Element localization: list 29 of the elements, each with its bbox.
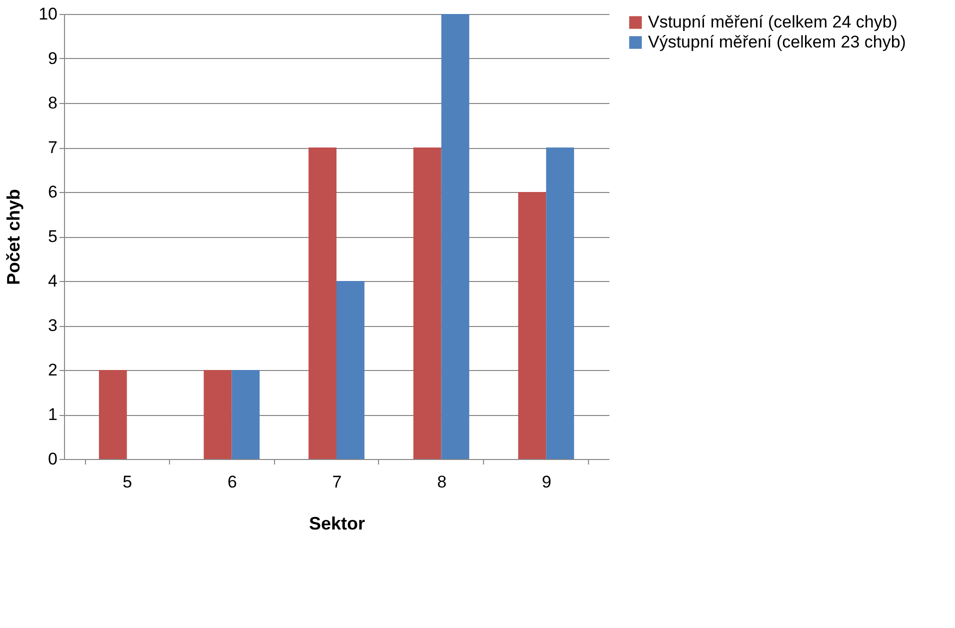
- bar: [308, 148, 336, 459]
- x-tick-label: 6: [227, 472, 237, 492]
- y-tick-label: 8: [48, 94, 58, 112]
- y-tick-label: 2: [48, 360, 58, 380]
- x-tick-label: 9: [542, 472, 552, 492]
- bar: [98, 370, 127, 459]
- y-tick-label: 4: [48, 272, 58, 290]
- y-tick-label: 6: [48, 182, 58, 202]
- x-tick-label: 7: [332, 472, 342, 492]
- legend-label: Výstupní měření (celkem 23 chyb): [648, 32, 906, 52]
- y-tick-label: 0: [48, 450, 58, 468]
- y-tick-label: 3: [48, 316, 58, 335]
- bar: [336, 281, 364, 459]
- bar: [518, 192, 546, 459]
- bar: [546, 148, 574, 459]
- x-axis-title: Sektor: [308, 514, 366, 534]
- legend-label: Vstupní měření (celkem 24 chyb): [648, 12, 898, 32]
- y-tick-label: 5: [48, 227, 58, 246]
- bar: [441, 14, 470, 459]
- y-tick-label: 7: [48, 138, 58, 157]
- y-tick-label: 1: [48, 405, 58, 424]
- x-tick-label: 5: [122, 472, 132, 492]
- bar: [204, 370, 232, 459]
- bar: [232, 370, 260, 459]
- y-tick-label: 9: [48, 49, 58, 68]
- bar: [413, 148, 442, 459]
- y-axis-title: Počet chyb: [4, 188, 24, 286]
- y-tick-label: 10: [38, 4, 58, 24]
- x-tick-label: 8: [437, 472, 447, 492]
